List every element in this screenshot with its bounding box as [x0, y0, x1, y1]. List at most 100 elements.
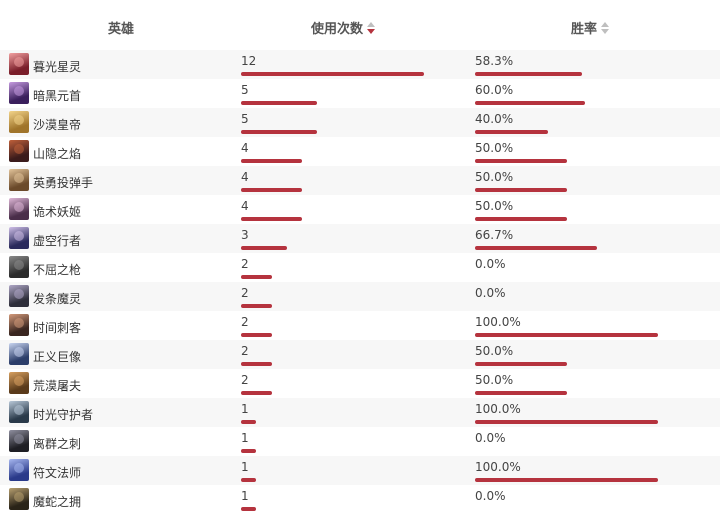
winrate-bar [475, 217, 567, 221]
uses-bar [241, 478, 256, 482]
uses-bar [241, 507, 256, 511]
winrate-bar [475, 246, 597, 250]
hero-avatar [9, 372, 29, 394]
winrate-value: 50.0% [475, 373, 514, 387]
winrate-bar [475, 188, 567, 192]
table-row[interactable]: 英勇投弹手 4 50.0% [0, 166, 720, 195]
table-row[interactable]: 时间刺客 2 100.0% [0, 311, 720, 340]
winrate-value: 66.7% [475, 228, 514, 242]
hero-avatar [9, 285, 29, 307]
winrate-value: 0.0% [475, 257, 506, 271]
uses-value: 1 [241, 489, 249, 503]
winrate-value: 0.0% [475, 286, 506, 300]
column-header-uses-label[interactable]: 使用次数 [311, 22, 364, 37]
table-row[interactable]: 时光守护者 1 100.0% [0, 398, 720, 427]
uses-value: 2 [241, 257, 249, 271]
hero-name: 魔蛇之拥 [33, 495, 82, 509]
hero-name: 正义巨像 [33, 350, 82, 364]
uses-bar [241, 362, 272, 366]
column-header-hero-label: 英雄 [108, 22, 135, 37]
hero-name: 时光守护者 [33, 408, 94, 422]
sort-descending-icon[interactable] [367, 21, 376, 35]
uses-bar [241, 275, 272, 279]
winrate-value: 50.0% [475, 199, 514, 213]
hero-name: 发条魔灵 [33, 292, 82, 306]
table-row[interactable]: 正义巨像 2 50.0% [0, 340, 720, 369]
table-row[interactable]: 沙漠皇帝 5 40.0% [0, 108, 720, 137]
hero-avatar [9, 256, 29, 278]
hero-avatar [9, 53, 29, 75]
hero-name: 不屈之枪 [33, 263, 82, 277]
winrate-value: 0.0% [475, 431, 506, 445]
hero-name: 时间刺客 [33, 321, 82, 335]
uses-value: 12 [241, 54, 257, 68]
uses-bar [241, 217, 302, 221]
table-row[interactable]: 山隐之焰 4 50.0% [0, 137, 720, 166]
hero-avatar [9, 488, 29, 510]
uses-bar [241, 333, 272, 337]
winrate-value: 60.0% [475, 83, 514, 97]
hero-avatar [9, 459, 29, 481]
uses-value: 5 [241, 112, 249, 126]
column-header-hero: 英雄 [108, 18, 134, 37]
hero-avatar [9, 430, 29, 452]
hero-name: 沙漠皇帝 [33, 118, 82, 132]
uses-value: 3 [241, 228, 249, 242]
uses-bar [241, 188, 302, 192]
uses-value: 5 [241, 83, 249, 97]
table-row[interactable]: 符文法师 1 100.0% [0, 456, 720, 485]
table-row[interactable]: 虚空行者 3 66.7% [0, 224, 720, 253]
uses-bar [241, 159, 302, 163]
winrate-value: 58.3% [475, 54, 514, 68]
hero-name: 符文法师 [33, 466, 82, 480]
winrate-bar [475, 420, 658, 424]
uses-value: 1 [241, 460, 249, 474]
uses-value: 1 [241, 431, 249, 445]
table-row[interactable]: 暗黑元首 5 60.0% [0, 79, 720, 108]
uses-value: 4 [241, 141, 249, 155]
winrate-bar [475, 72, 582, 76]
table-row[interactable]: 发条魔灵 2 0.0% [0, 282, 720, 311]
hero-avatar [9, 401, 29, 423]
column-header-winrate-label[interactable]: 胜率 [571, 22, 598, 37]
hero-avatar [9, 198, 29, 220]
uses-bar [241, 391, 272, 395]
uses-value: 1 [241, 402, 249, 416]
uses-value: 2 [241, 344, 249, 358]
hero-name: 英勇投弹手 [33, 176, 94, 190]
uses-value: 4 [241, 199, 249, 213]
table-row[interactable]: 诡术妖姬 4 50.0% [0, 195, 720, 224]
table-row[interactable]: 不屈之枪 2 0.0% [0, 253, 720, 282]
winrate-value: 40.0% [475, 112, 514, 126]
hero-avatar [9, 343, 29, 365]
hero-name: 暗黑元首 [33, 89, 82, 103]
hero-avatar [9, 140, 29, 162]
uses-bar [241, 449, 256, 453]
hero-name: 虚空行者 [33, 234, 82, 248]
uses-bar [241, 246, 287, 250]
winrate-value: 100.0% [475, 315, 521, 329]
winrate-value: 50.0% [475, 344, 514, 358]
column-header-uses[interactable]: 使用次数 [311, 18, 376, 37]
uses-bar [241, 420, 256, 424]
hero-name: 荒漠屠夫 [33, 379, 82, 393]
winrate-bar [475, 478, 658, 482]
uses-bar [241, 130, 317, 134]
sort-icon[interactable] [601, 21, 610, 35]
table-row[interactable]: 离群之刺 1 0.0% [0, 427, 720, 456]
winrate-value: 100.0% [475, 402, 521, 416]
table-row[interactable]: 魔蛇之拥 1 0.0% [0, 485, 720, 514]
uses-bar [241, 101, 317, 105]
table-row[interactable]: 暮光星灵 12 58.3% [0, 50, 720, 79]
column-header-winrate[interactable]: 胜率 [571, 18, 610, 37]
hero-name: 山隐之焰 [33, 147, 82, 161]
winrate-bar [475, 130, 548, 134]
winrate-value: 50.0% [475, 141, 514, 155]
hero-name: 暮光星灵 [33, 60, 82, 74]
table-row[interactable]: 荒漠屠夫 2 50.0% [0, 369, 720, 398]
uses-value: 4 [241, 170, 249, 184]
hero-avatar [9, 227, 29, 249]
winrate-value: 0.0% [475, 489, 506, 503]
winrate-bar [475, 159, 567, 163]
hero-name: 诡术妖姬 [33, 205, 82, 219]
